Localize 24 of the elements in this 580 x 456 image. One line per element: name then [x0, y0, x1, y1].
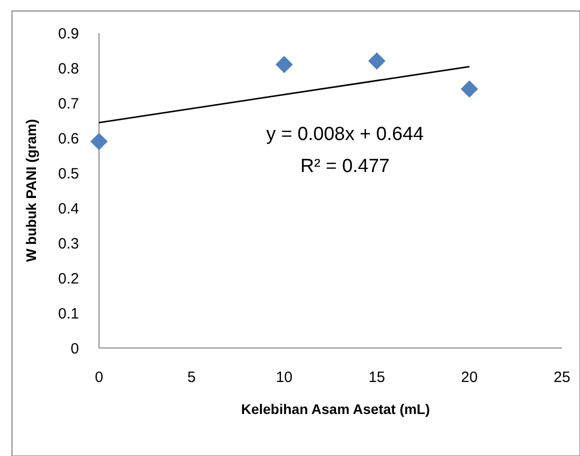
x-tick-label: 0	[94, 369, 104, 386]
x-tick-label: 20	[461, 369, 478, 386]
y-tick-label: 0.2	[58, 270, 79, 288]
annotation: y = 0.008x + 0.644	[266, 124, 424, 145]
x-axis-title: Kelebihan Asam Asetat (mL)	[241, 401, 430, 417]
y-tick-label: 0.6	[58, 130, 79, 148]
x-tick-label: 25	[554, 369, 570, 386]
point	[460, 80, 478, 98]
y-tick-label: 0.7	[58, 95, 79, 112]
point	[368, 52, 386, 70]
y-tick-label: 0.8	[58, 60, 79, 78]
y-tick-label: 0	[70, 340, 79, 358]
y-tick-label: 0.5	[58, 165, 79, 182]
y-tick-label: 0.9	[58, 25, 79, 42]
y-tick-label: 0.1	[58, 305, 79, 322]
y-tick-label: 0.4	[58, 200, 79, 218]
point	[276, 56, 293, 74]
x-tick-label: 15	[368, 369, 386, 386]
annotation: R² = 0.477	[300, 156, 390, 177]
x-tick-label: 5	[187, 369, 196, 386]
point	[90, 132, 108, 150]
y-axis-title: W bubuk PANI (gram)	[23, 119, 39, 262]
x-tick-label: 10	[276, 369, 293, 386]
y-tick-label: 0.3	[58, 235, 79, 252]
